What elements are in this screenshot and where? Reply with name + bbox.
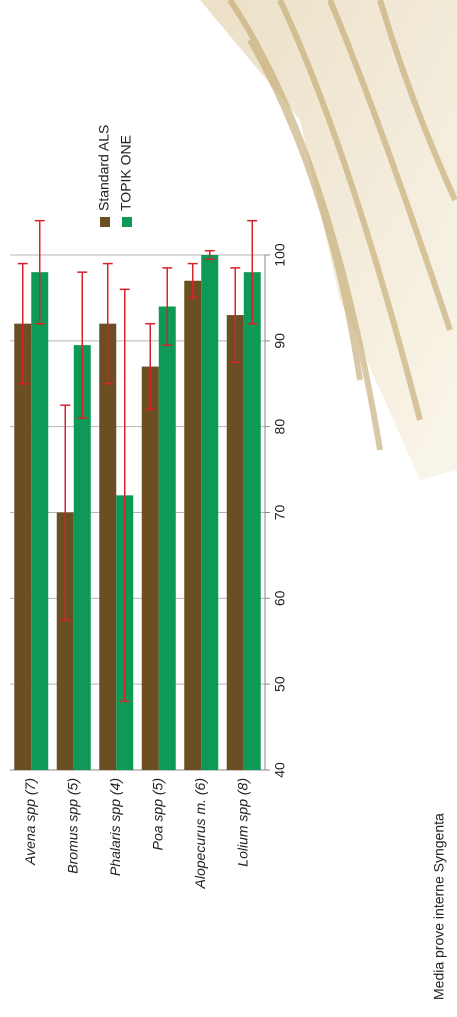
error-bar bbox=[204, 249, 215, 261]
footnote: Media prove interne Syngenta bbox=[431, 813, 447, 1000]
category-label: Avena spp (7) bbox=[22, 778, 38, 866]
error-bar bbox=[145, 322, 156, 411]
error-bar bbox=[77, 271, 88, 419]
bar bbox=[56, 512, 74, 770]
error-bar bbox=[187, 262, 198, 299]
bar bbox=[31, 272, 49, 770]
x-tick-label: 60 bbox=[272, 590, 288, 606]
error-bar bbox=[102, 262, 113, 385]
legend-label: TOPIK ONE bbox=[118, 135, 134, 211]
error-bar bbox=[60, 404, 71, 621]
bar bbox=[73, 345, 91, 770]
legend-label: Standard ALS bbox=[96, 125, 112, 211]
x-tick-label: 90 bbox=[272, 333, 288, 349]
x-tick-label: 70 bbox=[272, 505, 288, 521]
bar bbox=[99, 323, 117, 770]
error-bar bbox=[34, 219, 45, 325]
error-bar bbox=[247, 219, 258, 325]
x-tick-label: 50 bbox=[272, 676, 288, 692]
bar bbox=[243, 272, 261, 770]
x-tick-label: 80 bbox=[272, 419, 288, 435]
category-label: Bromus spp (5) bbox=[64, 778, 80, 874]
legend-swatch bbox=[100, 217, 110, 227]
wheat-decoration bbox=[200, 0, 457, 480]
error-bar bbox=[230, 267, 241, 364]
bar bbox=[158, 306, 176, 770]
bar bbox=[184, 280, 202, 770]
chart-rotated: 40 50 60 70 80 90 100 Avena spp (7) Bromus spp (… bbox=[10, 125, 447, 1000]
category-label: Poa spp (5) bbox=[149, 778, 165, 850]
error-bar bbox=[162, 267, 173, 346]
bar bbox=[14, 323, 32, 770]
bar bbox=[226, 315, 244, 770]
legend-swatch bbox=[122, 217, 132, 227]
bar bbox=[141, 366, 159, 770]
error-bar bbox=[119, 288, 130, 703]
category-label: Phalaris spp (4) bbox=[107, 778, 123, 876]
category-label: Lolium spp (8) bbox=[234, 778, 250, 867]
x-tick-label: 100 bbox=[272, 243, 288, 267]
bar bbox=[201, 255, 219, 770]
x-tick-label: 40 bbox=[272, 762, 288, 778]
category-label: Alopecurus m. (6) bbox=[192, 778, 208, 889]
error-bar bbox=[17, 262, 28, 385]
